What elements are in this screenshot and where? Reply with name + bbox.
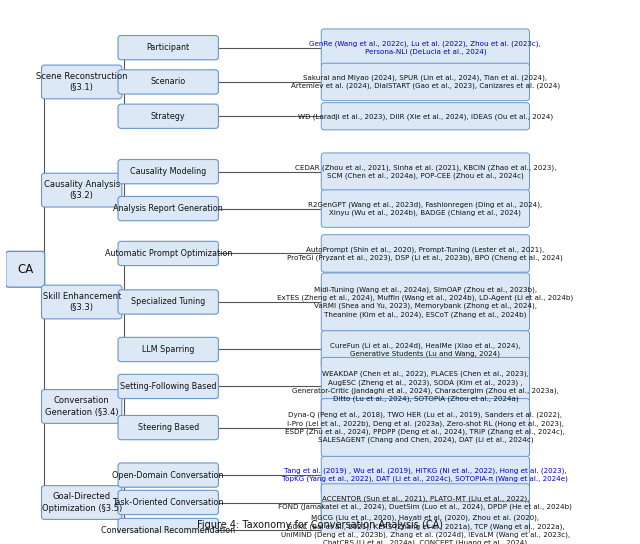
FancyBboxPatch shape	[118, 490, 218, 515]
Text: AutoPrompt (Shin et al., 2020), Prompt-Tuning (Lester et al., 2021),
ProTeGi (Pr: AutoPrompt (Shin et al., 2020), Prompt-T…	[287, 246, 563, 261]
Text: Sakurai and Miyao (2024), SPUR (Lin et al., 2024), Tian et al. (2024),
Artemiev : Sakurai and Miyao (2024), SPUR (Lin et a…	[291, 75, 560, 89]
FancyBboxPatch shape	[321, 103, 529, 130]
Text: Conversational Recommendation: Conversational Recommendation	[101, 526, 236, 535]
Text: Scenario: Scenario	[150, 77, 186, 86]
FancyBboxPatch shape	[42, 486, 122, 520]
FancyBboxPatch shape	[118, 463, 218, 487]
FancyBboxPatch shape	[118, 196, 218, 221]
Text: CEDAR (Zhou et al., 2021), Sinha et al. (2021), KBCIN (Zhao et al., 2023),
SCM (: CEDAR (Zhou et al., 2021), Sinha et al. …	[294, 164, 556, 179]
FancyBboxPatch shape	[42, 65, 122, 99]
Text: Midi-Tuning (Wang et al., 2024a), SimOAP (Zhou et al., 2023b),
ExTES (Zheng et a: Midi-Tuning (Wang et al., 2024a), SimOAP…	[277, 286, 573, 318]
Text: WD (Laradji et al., 2023), DIIR (Xie et al., 2024), IDEAS (Ou et al., 2024): WD (Laradji et al., 2023), DIIR (Xie et …	[298, 113, 553, 120]
FancyBboxPatch shape	[42, 173, 122, 207]
Text: Causality Modeling: Causality Modeling	[130, 167, 206, 176]
FancyBboxPatch shape	[42, 390, 122, 423]
Text: Goal-Directed
Optimization (§3.5): Goal-Directed Optimization (§3.5)	[42, 492, 122, 512]
FancyBboxPatch shape	[118, 104, 218, 128]
Text: Figure 4: Taxonomy for Conversation Analysis (CA): Figure 4: Taxonomy for Conversation Anal…	[197, 521, 443, 530]
FancyBboxPatch shape	[118, 518, 218, 542]
FancyBboxPatch shape	[321, 273, 529, 331]
FancyBboxPatch shape	[321, 456, 529, 494]
Text: Setting-Following Based: Setting-Following Based	[120, 382, 216, 391]
Text: LLM Sparring: LLM Sparring	[142, 345, 195, 354]
FancyBboxPatch shape	[321, 190, 529, 227]
Text: Task-Oriented Conversation: Task-Oriented Conversation	[113, 498, 224, 507]
FancyBboxPatch shape	[118, 374, 218, 399]
FancyBboxPatch shape	[321, 357, 529, 416]
FancyBboxPatch shape	[321, 63, 529, 101]
FancyBboxPatch shape	[42, 285, 122, 319]
Text: Specialized Tuning: Specialized Tuning	[131, 298, 205, 306]
Text: Dyna-Q (Peng et al., 2018), TWO HER (Lu et al., 2019), Sanders et al. (2022),
I-: Dyna-Q (Peng et al., 2018), TWO HER (Lu …	[285, 412, 565, 443]
FancyBboxPatch shape	[118, 70, 218, 94]
FancyBboxPatch shape	[118, 416, 218, 440]
FancyBboxPatch shape	[118, 242, 218, 265]
Text: Automatic Prompt Optimization: Automatic Prompt Optimization	[104, 249, 232, 258]
Text: Analysis Report Generation: Analysis Report Generation	[113, 204, 223, 213]
Text: Open-Domain Conversation: Open-Domain Conversation	[113, 471, 224, 480]
Text: Conversation
Generation (§3.4): Conversation Generation (§3.4)	[45, 397, 118, 417]
Text: ACCENTOR (Sun et al., 2021), PLATO-MT (Liu et al., 2022),
FOND (Jamakatel et al.: ACCENTOR (Sun et al., 2021), PLATO-MT (L…	[278, 495, 572, 510]
Text: Steering Based: Steering Based	[138, 423, 199, 432]
FancyBboxPatch shape	[118, 35, 218, 60]
FancyBboxPatch shape	[321, 399, 529, 456]
Text: Causality Analysis
(§3.2): Causality Analysis (§3.2)	[44, 180, 120, 200]
Text: GenRe (Wang et al., 2022c), Lu et al. (2022), Zhou et al. (2023c),
Persona-NLI (: GenRe (Wang et al., 2022c), Lu et al. (2…	[310, 40, 541, 55]
Text: Tang et al. (2019) , Wu et al. (2019), HiTKG (Ni et al., 2022), Hong et al. (202: Tang et al. (2019) , Wu et al. (2019), H…	[282, 468, 568, 483]
Text: Participant: Participant	[147, 43, 190, 52]
FancyBboxPatch shape	[321, 234, 529, 272]
Text: CureFun (Li et al., 2024d), HealMe (Xiao et al., 2024),
Generative Students (Lu : CureFun (Li et al., 2024d), HealMe (Xiao…	[330, 342, 520, 357]
Text: Scene Reconstruction
(§3.1): Scene Reconstruction (§3.1)	[36, 72, 127, 92]
FancyBboxPatch shape	[118, 337, 218, 362]
Text: MGCG (Liu et al., 2020), Hayati et al. (2020), Zhou et al. (2020),
GOKC (Bai et : MGCG (Liu et al., 2020), Hayati et al. (…	[281, 515, 570, 544]
Text: WEAKDAP (Chen et al., 2022), PLACES (Chen et al., 2023),
AugESC (Zheng et al., 2: WEAKDAP (Chen et al., 2022), PLACES (Che…	[292, 371, 559, 402]
FancyBboxPatch shape	[6, 251, 45, 287]
FancyBboxPatch shape	[118, 159, 218, 184]
FancyBboxPatch shape	[321, 29, 529, 66]
FancyBboxPatch shape	[118, 290, 218, 314]
FancyBboxPatch shape	[321, 153, 529, 190]
Text: Skill Enhancement
(§3.3): Skill Enhancement (§3.3)	[42, 292, 121, 312]
FancyBboxPatch shape	[321, 331, 529, 368]
FancyBboxPatch shape	[321, 502, 529, 544]
FancyBboxPatch shape	[321, 484, 529, 521]
Text: CA: CA	[17, 263, 33, 276]
Text: R2GenGPT (Wang et al., 2023d), Fashionregen (Ding et al., 2024),
Xinyu (Wu et al: R2GenGPT (Wang et al., 2023d), Fashionre…	[308, 201, 543, 216]
Text: Strategy: Strategy	[151, 112, 186, 121]
